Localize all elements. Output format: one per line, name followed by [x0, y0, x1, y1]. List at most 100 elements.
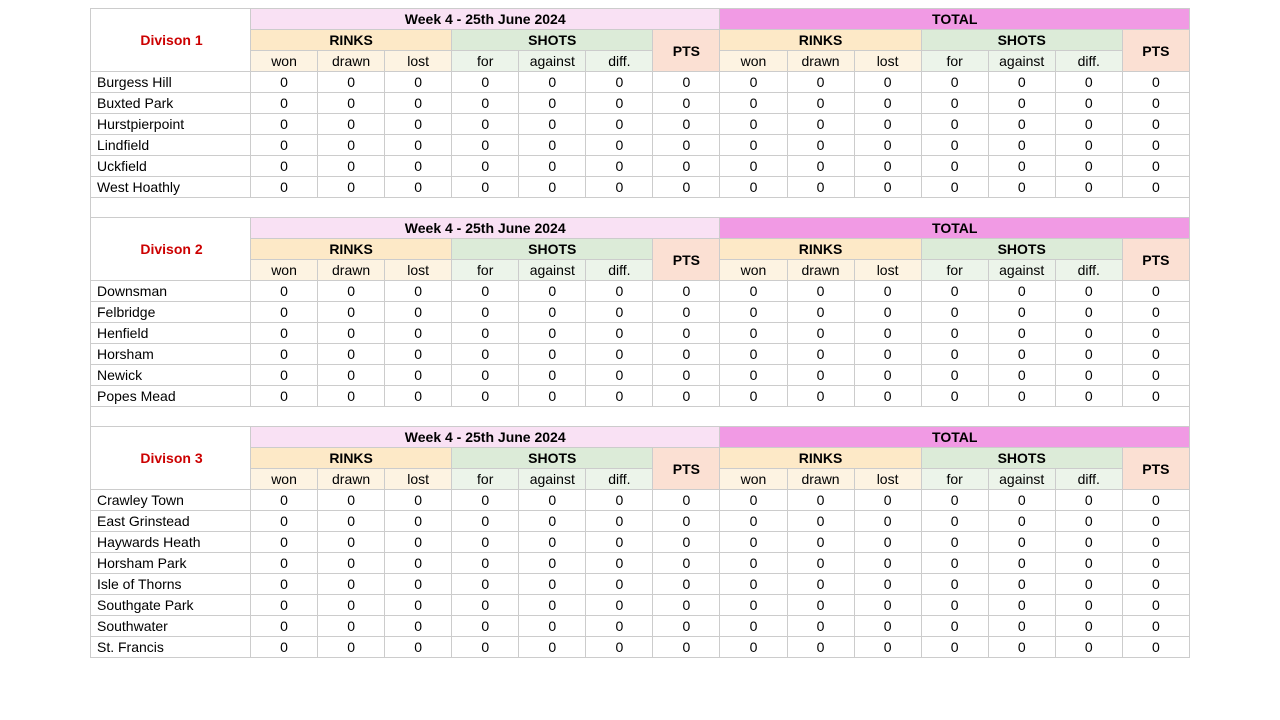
value-cell: 0 — [251, 553, 318, 574]
week-header: Week 4 - 25th June 2024 — [251, 9, 720, 30]
value-cell: 0 — [720, 532, 787, 553]
value-cell: 0 — [921, 135, 988, 156]
col-won: won — [251, 260, 318, 281]
value-cell: 0 — [385, 93, 452, 114]
table-row: Hurstpierpoint00000000000000 — [91, 114, 1190, 135]
value-cell: 0 — [251, 135, 318, 156]
value-cell: 0 — [519, 302, 586, 323]
team-name: Hurstpierpoint — [91, 114, 251, 135]
value-cell: 0 — [921, 72, 988, 93]
value-cell: 0 — [318, 156, 385, 177]
value-cell: 0 — [1055, 135, 1122, 156]
value-cell: 0 — [854, 490, 921, 511]
value-cell: 0 — [921, 365, 988, 386]
pts-header: PTS — [653, 239, 720, 281]
division-title: Divison 2 — [91, 218, 251, 281]
value-cell: 0 — [318, 490, 385, 511]
value-cell: 0 — [854, 553, 921, 574]
value-cell: 0 — [1122, 511, 1189, 532]
team-name: Horsham Park — [91, 553, 251, 574]
value-cell: 0 — [854, 281, 921, 302]
value-cell: 0 — [452, 490, 519, 511]
value-cell: 0 — [251, 386, 318, 407]
value-cell: 0 — [452, 532, 519, 553]
value-cell: 0 — [921, 302, 988, 323]
value-cell: 0 — [1055, 616, 1122, 637]
value-cell: 0 — [1122, 114, 1189, 135]
team-name: Downsman — [91, 281, 251, 302]
total-header: TOTAL — [720, 9, 1190, 30]
shots-header: SHOTS — [452, 30, 653, 51]
value-cell: 0 — [251, 511, 318, 532]
value-cell: 0 — [720, 302, 787, 323]
col-diff: diff. — [586, 51, 653, 72]
shots-header: SHOTS — [921, 30, 1122, 51]
value-cell: 0 — [653, 281, 720, 302]
value-cell: 0 — [787, 156, 854, 177]
table-row: Uckfield00000000000000 — [91, 156, 1190, 177]
team-name: Southgate Park — [91, 595, 251, 616]
col-won: won — [251, 51, 318, 72]
value-cell: 0 — [921, 386, 988, 407]
pts-header: PTS — [1122, 239, 1189, 281]
value-cell: 0 — [452, 114, 519, 135]
value-cell: 0 — [653, 114, 720, 135]
value-cell: 0 — [988, 511, 1055, 532]
col-won: won — [720, 51, 787, 72]
table-row: Lindfield00000000000000 — [91, 135, 1190, 156]
value-cell: 0 — [251, 281, 318, 302]
team-name: Popes Mead — [91, 386, 251, 407]
value-cell: 0 — [318, 344, 385, 365]
col-lost: lost — [385, 260, 452, 281]
table-row: West Hoathly00000000000000 — [91, 177, 1190, 198]
value-cell: 0 — [787, 302, 854, 323]
value-cell: 0 — [720, 386, 787, 407]
table-row: Burgess Hill00000000000000 — [91, 72, 1190, 93]
value-cell: 0 — [251, 93, 318, 114]
value-cell: 0 — [787, 511, 854, 532]
value-cell: 0 — [586, 93, 653, 114]
value-cell: 0 — [787, 323, 854, 344]
value-cell: 0 — [586, 156, 653, 177]
value-cell: 0 — [1122, 177, 1189, 198]
value-cell: 0 — [385, 302, 452, 323]
value-cell: 0 — [519, 511, 586, 532]
value-cell: 0 — [988, 177, 1055, 198]
value-cell: 0 — [385, 386, 452, 407]
value-cell: 0 — [452, 281, 519, 302]
value-cell: 0 — [452, 511, 519, 532]
value-cell: 0 — [988, 616, 1055, 637]
value-cell: 0 — [720, 490, 787, 511]
value-cell: 0 — [854, 511, 921, 532]
value-cell: 0 — [1055, 490, 1122, 511]
value-cell: 0 — [921, 532, 988, 553]
value-cell: 0 — [519, 281, 586, 302]
value-cell: 0 — [1055, 114, 1122, 135]
value-cell: 0 — [586, 365, 653, 386]
table-row: Crawley Town00000000000000 — [91, 490, 1190, 511]
col-diff: diff. — [1055, 51, 1122, 72]
team-name: Burgess Hill — [91, 72, 251, 93]
value-cell: 0 — [452, 616, 519, 637]
value-cell: 0 — [519, 365, 586, 386]
value-cell: 0 — [586, 511, 653, 532]
value-cell: 0 — [318, 323, 385, 344]
value-cell: 0 — [720, 595, 787, 616]
value-cell: 0 — [1122, 595, 1189, 616]
value-cell: 0 — [1055, 93, 1122, 114]
value-cell: 0 — [385, 490, 452, 511]
value-cell: 0 — [519, 532, 586, 553]
value-cell: 0 — [653, 595, 720, 616]
value-cell: 0 — [385, 574, 452, 595]
col-diff: diff. — [1055, 469, 1122, 490]
value-cell: 0 — [854, 156, 921, 177]
value-cell: 0 — [787, 532, 854, 553]
value-cell: 0 — [385, 344, 452, 365]
value-cell: 0 — [586, 595, 653, 616]
value-cell: 0 — [787, 281, 854, 302]
rinks-header: RINKS — [251, 30, 452, 51]
team-name: St. Francis — [91, 637, 251, 658]
value-cell: 0 — [318, 595, 385, 616]
value-cell: 0 — [385, 616, 452, 637]
value-cell: 0 — [586, 323, 653, 344]
